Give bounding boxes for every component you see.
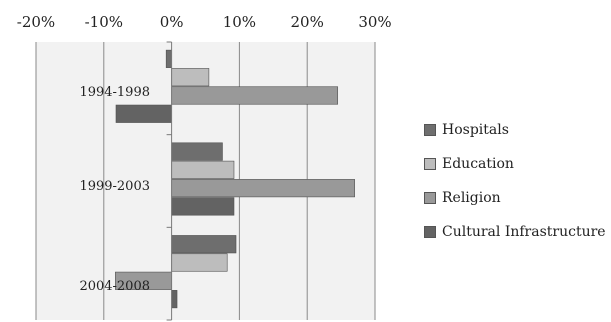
category-label: 2004-2008 bbox=[79, 279, 150, 294]
category-labels: 1994-1998 1999-2003 2004-2008 bbox=[79, 85, 150, 294]
bar-education bbox=[171, 253, 228, 272]
x-tick-label: 30% bbox=[358, 13, 391, 31]
bar-education bbox=[171, 68, 210, 87]
category-label: 1994-1998 bbox=[79, 85, 150, 100]
legend-swatch bbox=[424, 158, 436, 170]
legend-label: Education bbox=[442, 156, 514, 172]
legend-item: Hospitals bbox=[424, 113, 611, 147]
bar-hospitals bbox=[165, 49, 172, 68]
bar-hospitals bbox=[171, 235, 237, 254]
legend-item: Education bbox=[424, 147, 611, 181]
legend-swatch bbox=[424, 226, 436, 238]
bar-education bbox=[171, 160, 235, 179]
legend-item: Cultural Infrastructure bbox=[424, 215, 611, 249]
legend: Hospitals Education Religion Cultural Infra… bbox=[424, 113, 611, 249]
category-label: 1999-2003 bbox=[79, 179, 150, 194]
category-axis bbox=[166, 41, 173, 321]
bar-religion bbox=[171, 179, 355, 198]
x-tick-label: 0% bbox=[160, 13, 184, 31]
x-tick-labels: -20% -10% 0% 10% 20% 30% bbox=[17, 13, 392, 31]
bar-religion bbox=[171, 86, 339, 105]
legend-item: Religion bbox=[424, 181, 611, 215]
legend-swatch bbox=[424, 192, 436, 204]
legend-label: Hospitals bbox=[442, 122, 509, 138]
bar-cultural-infrastructure bbox=[115, 104, 172, 123]
x-tick-label: -20% bbox=[17, 13, 55, 31]
legend-swatch bbox=[424, 124, 436, 136]
legend-label: Religion bbox=[442, 190, 501, 206]
legend-label: Cultural Infrastructure bbox=[442, 224, 606, 240]
bar-hospitals bbox=[171, 142, 223, 161]
x-tick-label: 20% bbox=[291, 13, 324, 31]
bar-cultural-infrastructure bbox=[171, 290, 178, 309]
x-tick-label: -10% bbox=[85, 13, 123, 31]
bar-cultural-infrastructure bbox=[171, 197, 235, 216]
x-tick-label: 10% bbox=[223, 13, 256, 31]
bars bbox=[115, 49, 355, 309]
